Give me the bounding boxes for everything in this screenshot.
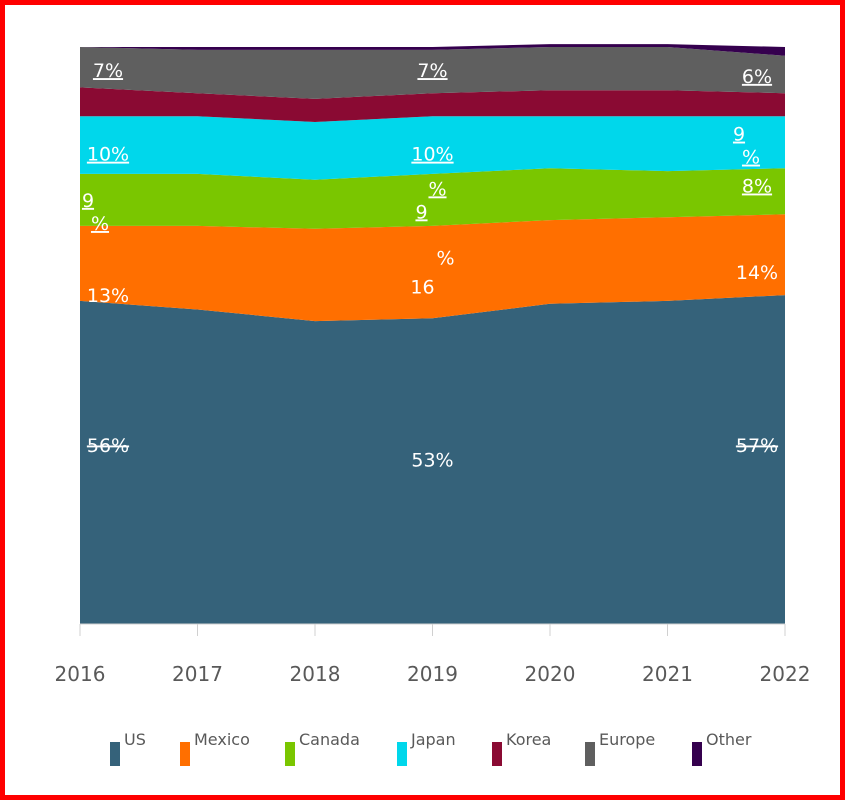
x-tick-label: 2017 [172, 662, 223, 686]
legend-label: Canada [299, 730, 360, 749]
data-label: 10% [87, 144, 129, 166]
data-label: % [91, 213, 109, 235]
x-tick-label: 2019 [407, 662, 458, 686]
legend: US Mexico Canada Japan Korea Europe Othe… [110, 728, 790, 768]
legend-swatch [110, 742, 120, 766]
data-label: 57% [736, 435, 778, 457]
x-tick-label: 2016 [55, 662, 106, 686]
data-label: 7% [417, 60, 447, 82]
data-label: 9 [733, 124, 745, 146]
x-tick-label: 2020 [525, 662, 576, 686]
area-mexico [80, 214, 785, 322]
area-other [80, 44, 785, 56]
legend-swatch [397, 742, 407, 766]
legend-swatch [180, 742, 190, 766]
data-label: 7% [93, 60, 123, 82]
x-tick-label: 2018 [290, 662, 341, 686]
legend-swatch [492, 742, 502, 766]
x-axis: 2016 2017 2018 2019 2020 2021 2022 [55, 623, 811, 686]
legend-label: US [124, 730, 146, 749]
data-label: 8% [742, 176, 772, 198]
data-labels: 56%13%9%10%7%53%16%9%10%7%57%14%8%%96% [82, 60, 778, 472]
legend-label: Other [706, 730, 752, 749]
data-label: % [742, 147, 760, 169]
data-label: % [428, 178, 446, 200]
area-japan [80, 116, 785, 180]
data-label: 9 [415, 201, 427, 223]
x-tick-label: 2021 [642, 662, 693, 686]
legend-swatch [585, 742, 595, 766]
data-label: 10% [411, 144, 453, 166]
data-label: % [436, 248, 454, 270]
legend-label: Korea [506, 730, 552, 749]
legend-swatch [692, 742, 702, 766]
area-europe [80, 47, 785, 99]
legend-label: Japan [411, 730, 456, 749]
area-canada [80, 168, 785, 229]
legend-label: Mexico [194, 730, 250, 749]
data-label: 53% [411, 450, 453, 472]
data-label: 13% [87, 285, 129, 307]
data-label: 16 [410, 277, 434, 299]
area-us [80, 295, 785, 624]
x-tick-label: 2022 [760, 662, 811, 686]
area-layers [80, 44, 785, 624]
legend-label: Europe [599, 730, 656, 749]
area-korea [80, 87, 785, 122]
data-label: 6% [742, 66, 772, 88]
data-label: 9 [82, 190, 94, 212]
data-label: 56% [87, 435, 129, 457]
legend-swatch [285, 742, 295, 766]
data-label: 14% [736, 262, 778, 284]
